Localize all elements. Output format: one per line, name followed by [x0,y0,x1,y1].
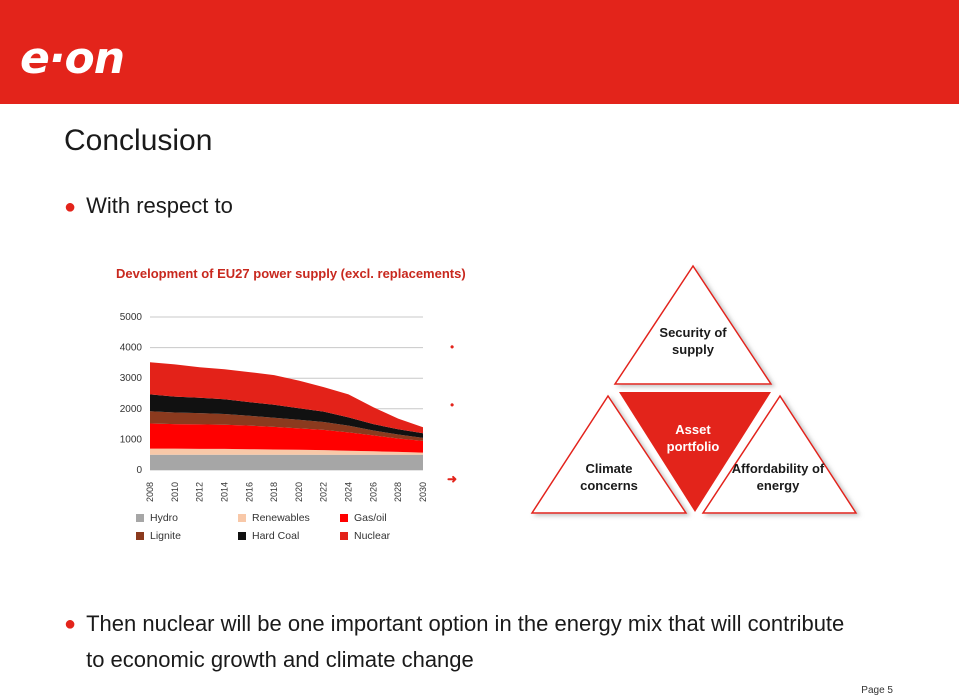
marker-dot-icon: • [450,340,455,354]
legend-swatch [238,514,246,523]
legend-item: Hydro [136,512,178,524]
x-tick-label: 2020 [294,482,304,502]
y-tick-label: 1000 [120,434,143,445]
page-number: Page 5 [861,685,893,696]
x-tick-label: 2022 [319,482,329,502]
legend-label: Hydro [150,512,179,524]
area-renewables [150,448,423,455]
label-climate-concerns: Climate concerns [580,461,638,493]
triangle-top [613,264,773,385]
legend-item: Gas/oil [340,512,387,524]
label-security-of-supply: Security of supply [659,325,727,357]
legend-label: Renewables [252,512,310,524]
bullet-dot-icon: ● [64,613,77,635]
triangle-left [530,394,688,514]
legend-label: Gas/oil [354,512,387,524]
area-nuclear [150,362,423,434]
bullet-text: Then nuclear will be one important optio… [86,611,845,672]
marker-dot-icon: • [450,398,455,412]
legend-swatch [340,532,348,541]
x-tick-label: 2016 [244,482,254,502]
legend-item: Nuclear [340,530,390,542]
bullet-text: With respect to [86,193,233,218]
header-bar: e·on [0,0,959,104]
area-hydro [150,454,423,470]
area-lignite [150,411,423,441]
x-tick-label: 2010 [170,482,180,502]
x-tick-label: 2024 [344,482,354,502]
bullet-with-respect: ● With respect to [64,193,233,219]
area-hard-coal [150,394,423,438]
x-tick-label: 2012 [195,482,205,502]
triangle-center [619,392,771,512]
x-tick-label: 2026 [368,482,378,502]
y-tick-label: 2000 [120,404,143,415]
legend-item: Lignite [136,530,181,542]
x-tick-label: 2030 [418,482,428,502]
bullet-dot-icon: ● [64,196,77,218]
legend-label: Lignite [150,530,181,542]
chart-title: Development of EU27 power supply (excl. … [116,266,466,281]
legend-label: Hard Coal [252,530,300,542]
eon-logo: e·on [20,33,125,84]
bullet-conclusion: ● Then nuclear will be one important opti… [64,606,924,678]
area-gas-oil [150,423,423,453]
legend-swatch [238,532,246,541]
legend-item: Hard Coal [238,530,299,542]
legend-label: Nuclear [354,530,391,542]
triangle-right [701,394,858,514]
y-tick-label: 5000 [120,312,143,323]
y-tick-label: 0 [136,465,142,476]
slide-title: Conclusion [64,124,213,157]
y-tick-label: 3000 [120,373,143,384]
label-asset-portfolio: Asset portfolio [666,422,720,454]
x-tick-label: 2028 [393,482,403,502]
x-tick-label: 2018 [269,482,279,502]
legend-swatch [340,514,348,523]
marker-arrow-icon: ➜ [447,472,458,486]
x-tick-label: 2014 [219,482,229,502]
y-tick-label: 4000 [120,343,143,354]
legend-item: Renewables [238,512,310,524]
label-affordability: Affordability of energy [731,461,825,493]
x-tick-label: 2008 [145,482,155,502]
legend-swatch [136,514,144,523]
legend-swatch [136,532,144,541]
